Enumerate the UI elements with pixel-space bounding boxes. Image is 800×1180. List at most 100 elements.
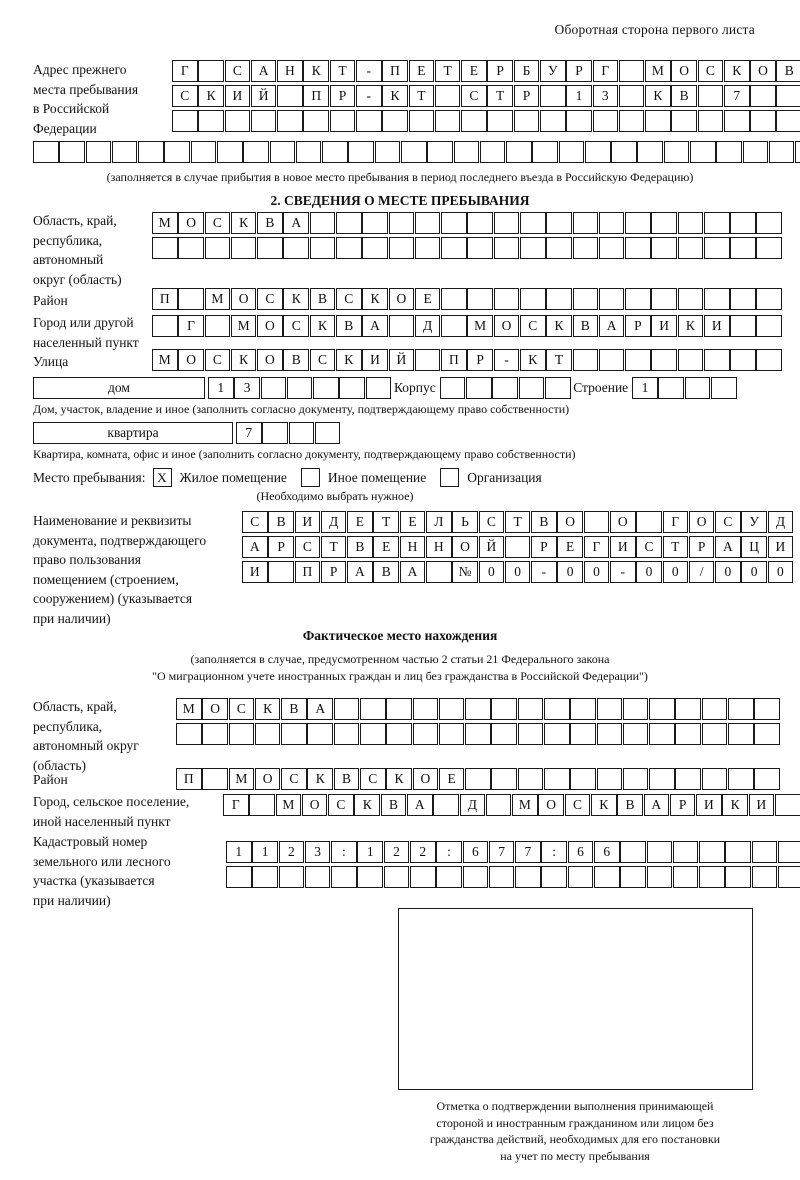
char-cell[interactable]: Е (461, 60, 487, 82)
char-cell[interactable] (637, 141, 664, 163)
char-cell[interactable] (331, 866, 357, 888)
char-cell[interactable]: Р (688, 536, 715, 558)
char-cell[interactable] (335, 212, 362, 234)
char-cell[interactable] (675, 723, 701, 745)
char-cell[interactable] (730, 237, 756, 259)
char-cell[interactable] (583, 511, 610, 533)
char-cell[interactable]: О (202, 698, 228, 720)
char-cell[interactable]: 1 (357, 841, 383, 863)
cell-row[interactable]: И П Р А В А № 0 0-0 0-0 0/0 0 0 (242, 561, 794, 583)
char-cell[interactable] (190, 141, 217, 163)
char-cell[interactable] (776, 110, 800, 132)
char-cell[interactable] (558, 141, 585, 163)
char-cell[interactable]: А (598, 315, 625, 337)
char-cell[interactable] (543, 768, 570, 790)
char-cell[interactable] (198, 110, 224, 132)
char-cell[interactable]: Т (329, 60, 356, 82)
char-cell[interactable]: О (178, 212, 204, 234)
char-cell[interactable]: П (294, 561, 321, 583)
char-cell[interactable]: № (452, 561, 478, 583)
char-cell[interactable] (677, 288, 704, 310)
char-cell[interactable] (699, 841, 725, 863)
char-cell[interactable] (625, 237, 651, 259)
char-cell[interactable] (672, 841, 699, 863)
char-cell[interactable] (519, 237, 546, 259)
char-cell[interactable] (382, 110, 408, 132)
char-cell[interactable] (572, 349, 599, 371)
char-cell[interactable] (479, 141, 506, 163)
char-cell[interactable] (388, 212, 415, 234)
char-cell[interactable]: С (283, 315, 309, 337)
char-cell[interactable]: - (493, 349, 520, 371)
char-cell[interactable]: М (467, 315, 493, 337)
char-cell[interactable]: К (354, 794, 380, 816)
char-cell[interactable] (543, 698, 570, 720)
char-cell[interactable]: В (671, 85, 697, 107)
char-cell[interactable]: - (355, 60, 382, 82)
char-cell[interactable] (409, 866, 436, 888)
char-cell[interactable] (697, 110, 724, 132)
char-cell[interactable]: 0 (636, 561, 662, 583)
char-cell[interactable] (465, 723, 491, 745)
char-cell[interactable] (488, 866, 515, 888)
char-cell[interactable]: М (230, 315, 257, 337)
char-cell[interactable] (649, 723, 675, 745)
char-cell[interactable] (257, 237, 283, 259)
char-cell[interactable]: Д (767, 511, 794, 533)
char-cell[interactable] (658, 377, 685, 399)
char-cell[interactable] (756, 349, 783, 371)
char-cell[interactable]: К (382, 85, 408, 107)
char-cell[interactable]: О (557, 511, 583, 533)
char-cell[interactable]: П (382, 60, 408, 82)
char-cell[interactable]: О (257, 315, 283, 337)
char-cell[interactable] (467, 212, 493, 234)
char-cell[interactable]: О (688, 511, 715, 533)
char-cell[interactable] (388, 237, 415, 259)
char-cell[interactable] (622, 698, 649, 720)
char-cell[interactable]: О (493, 315, 520, 337)
char-cell[interactable]: 0 (583, 561, 610, 583)
char-cell[interactable] (465, 768, 491, 790)
char-cell[interactable] (756, 237, 783, 259)
char-cell[interactable] (493, 288, 520, 310)
char-cell[interactable] (539, 85, 566, 107)
char-cell[interactable] (663, 141, 690, 163)
char-cell[interactable] (262, 422, 288, 444)
char-cell[interactable]: 2 (278, 841, 305, 863)
char-cell[interactable]: С (715, 511, 741, 533)
char-cell[interactable]: С (636, 536, 662, 558)
char-cell[interactable]: : (436, 841, 462, 863)
char-cell[interactable]: Г (223, 794, 249, 816)
char-cell[interactable] (487, 110, 513, 132)
char-cell[interactable] (441, 315, 467, 337)
char-cell[interactable] (618, 110, 645, 132)
char-cell[interactable] (742, 141, 769, 163)
char-cell[interactable]: Т (434, 60, 461, 82)
char-cell[interactable] (701, 698, 728, 720)
char-cell[interactable] (204, 237, 231, 259)
char-cell[interactable] (532, 141, 558, 163)
char-cell[interactable]: М (152, 212, 178, 234)
char-cell[interactable] (701, 723, 728, 745)
char-cell[interactable]: К (254, 698, 281, 720)
char-cell[interactable] (491, 698, 517, 720)
char-cell[interactable]: 6 (567, 841, 594, 863)
char-cell[interactable]: И (767, 536, 794, 558)
char-cell[interactable] (386, 698, 412, 720)
char-cell[interactable]: Е (557, 536, 583, 558)
char-cell[interactable] (517, 698, 544, 720)
char-cell[interactable]: С (281, 768, 307, 790)
cell-row[interactable] (33, 141, 800, 163)
char-cell[interactable] (283, 237, 309, 259)
char-cell[interactable]: А (643, 794, 670, 816)
char-cell[interactable] (751, 866, 778, 888)
char-cell[interactable]: М (275, 794, 302, 816)
char-cell[interactable] (467, 237, 493, 259)
char-cell[interactable] (730, 349, 756, 371)
char-cell[interactable]: К (677, 315, 704, 337)
